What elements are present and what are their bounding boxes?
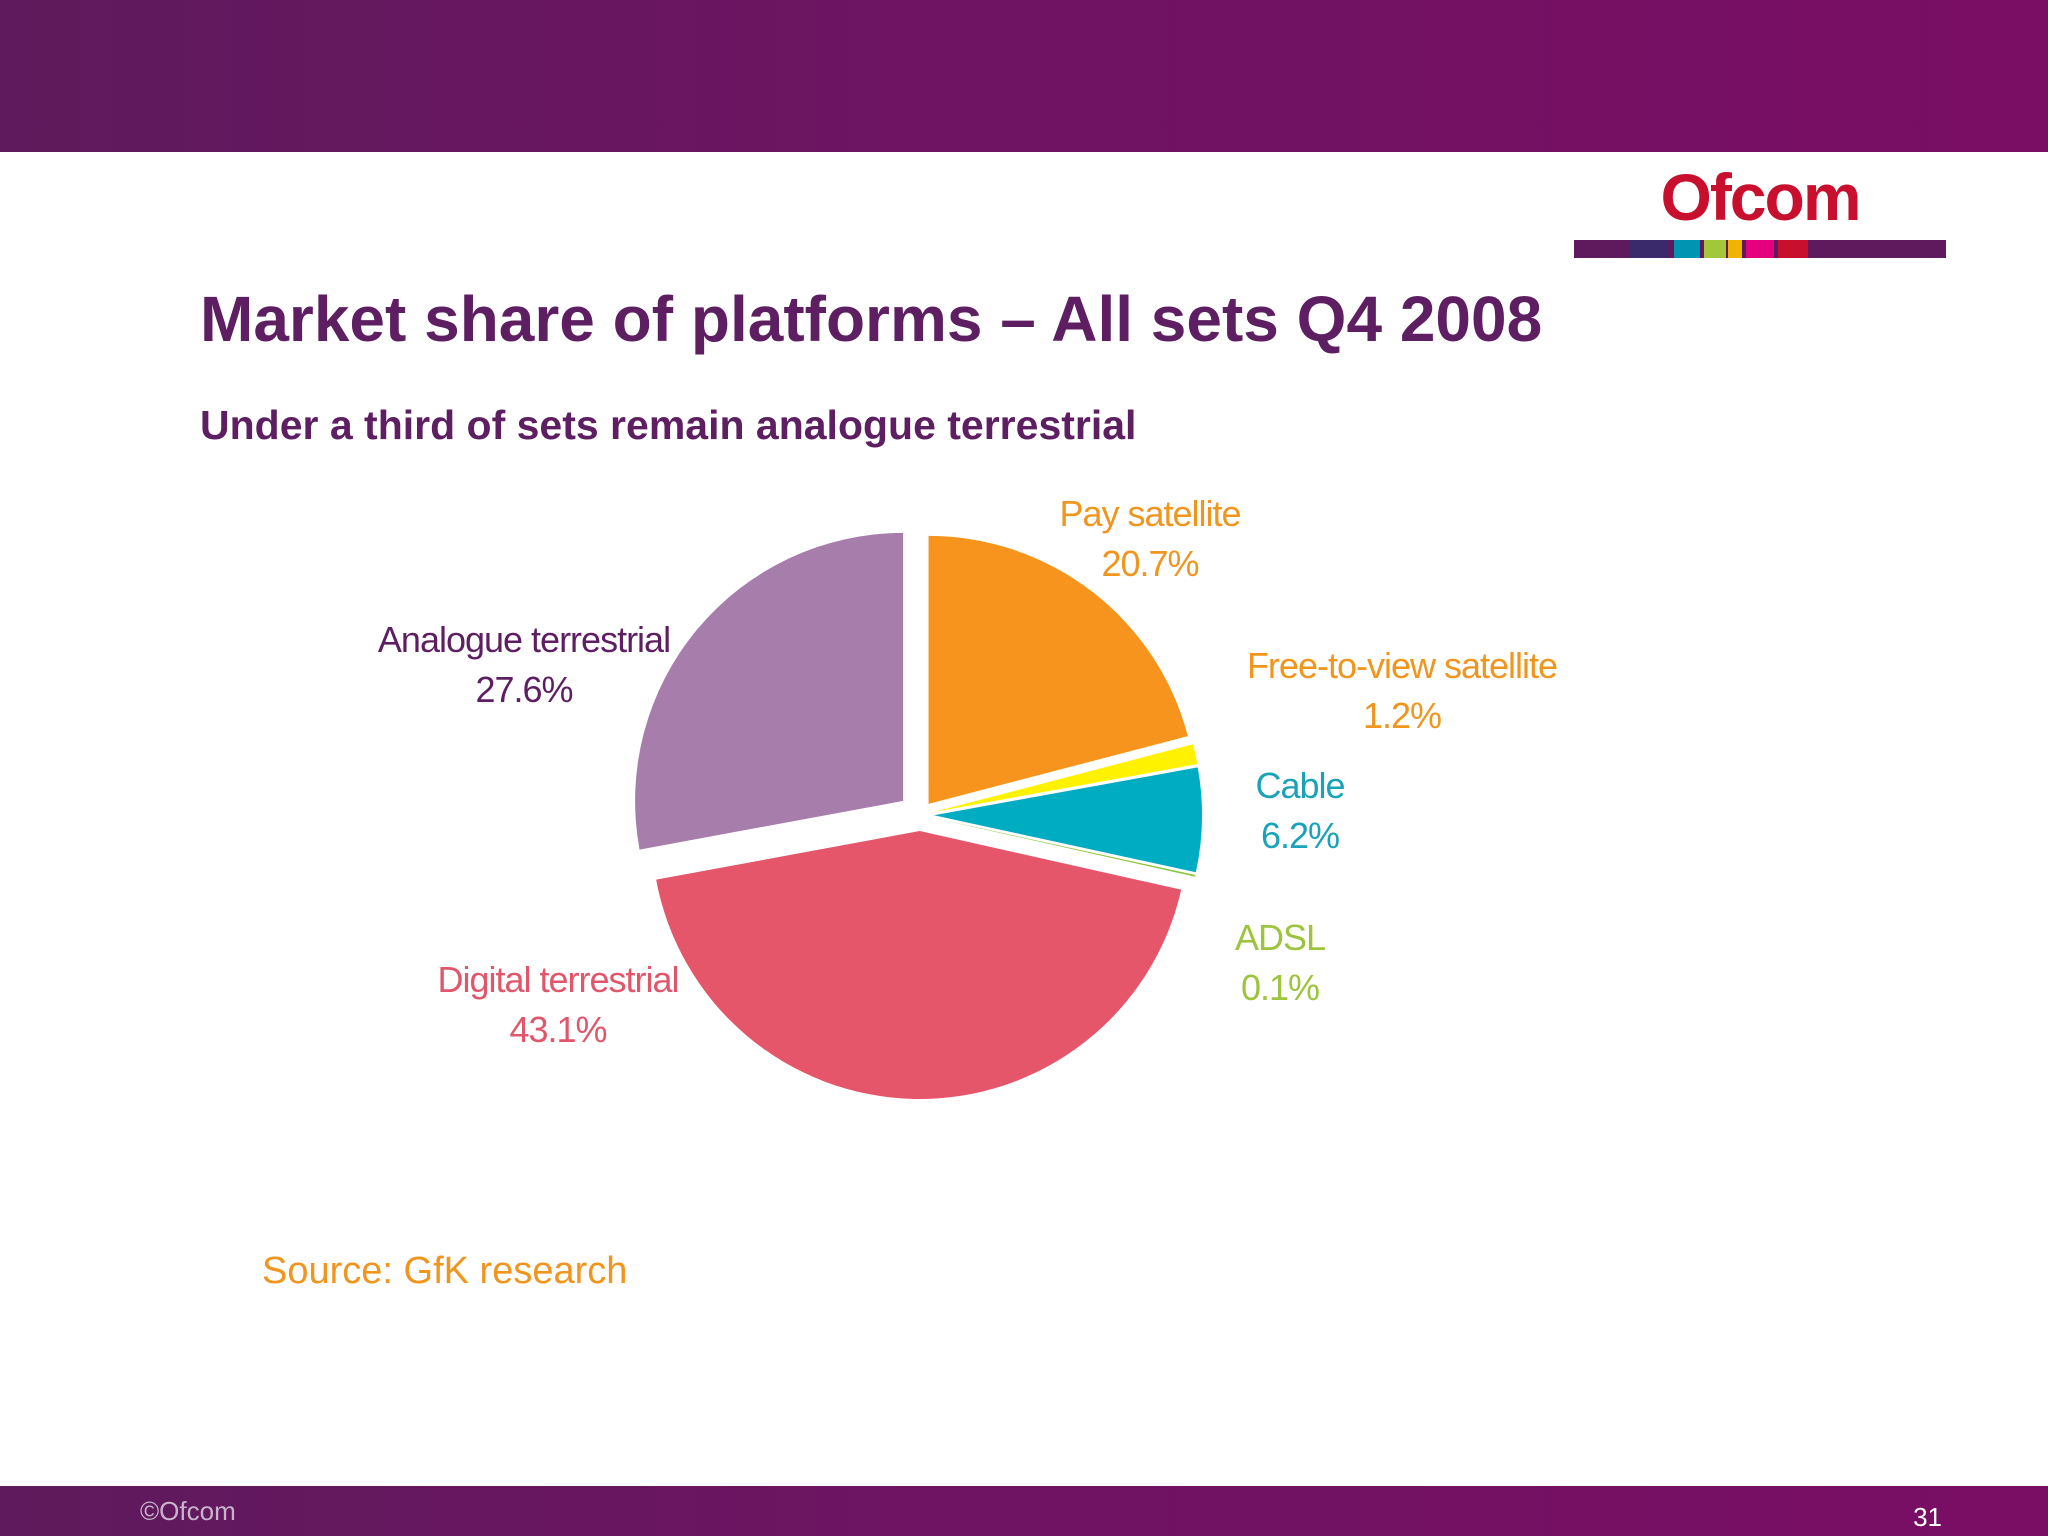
slice-label-analogue-terrestrial: Analogue terrestrial 27.6% bbox=[378, 619, 670, 710]
slice-value-label: 20.7% bbox=[1101, 543, 1198, 584]
pie-slice-cable bbox=[933, 767, 1202, 873]
slice-label-cable: Cable 6.2% bbox=[1255, 765, 1344, 856]
slice-value-label: 43.1% bbox=[509, 1009, 606, 1050]
logo-wordmark: Ofcom bbox=[1660, 168, 1859, 234]
pie-slices bbox=[635, 532, 1202, 1099]
slice-category-label: ADSL bbox=[1235, 917, 1325, 958]
ofcom-logo: Ofcom bbox=[1574, 168, 1946, 258]
slice-value-label: 6.2% bbox=[1261, 815, 1339, 856]
source-note: Source: GfK research bbox=[262, 1250, 628, 1292]
pie-labels: Pay satellite 20.7% Free-to-view satellite… bbox=[378, 493, 1558, 1050]
slice-label-adsl: ADSL 0.1% bbox=[1235, 917, 1325, 1008]
slice-category-label: Pay satellite bbox=[1059, 493, 1240, 534]
slice-label-free-to-view-satellite: Free-to-view satellite 1.2% bbox=[1247, 645, 1557, 736]
header-band bbox=[0, 0, 2048, 152]
pie-slice-digital-terrestrial bbox=[656, 830, 1182, 1099]
slice-category-label: Free-to-view satellite bbox=[1247, 645, 1557, 686]
page-number: 31 bbox=[1913, 1502, 1942, 1532]
pie-slice-adsl bbox=[933, 818, 1196, 877]
slide-title: Market share of platforms – All sets Q4 … bbox=[200, 283, 1543, 355]
slice-category-label: Digital terrestrial bbox=[437, 959, 678, 1000]
pie-slice-pay-satellite bbox=[928, 535, 1188, 804]
slice-category-label: Cable bbox=[1255, 765, 1344, 806]
slice-label-digital-terrestrial: Digital terrestrial 43.1% bbox=[437, 959, 678, 1050]
slide-subtitle: Under a third of sets remain analogue te… bbox=[200, 402, 1137, 448]
footer-band bbox=[0, 1486, 2048, 1536]
slice-value-label: 0.1% bbox=[1241, 967, 1319, 1008]
copyright-text: ©Ofcom bbox=[140, 1496, 236, 1526]
slice-label-pay-satellite: Pay satellite 20.7% bbox=[1059, 493, 1240, 584]
slice-value-label: 1.2% bbox=[1363, 695, 1441, 736]
slice-value-label: 27.6% bbox=[475, 669, 572, 710]
pie-slice-analogue-terrestrial bbox=[635, 532, 904, 850]
pie-slice-free-to-view-satellite bbox=[933, 744, 1198, 812]
slice-category-label: Analogue terrestrial bbox=[378, 619, 670, 660]
